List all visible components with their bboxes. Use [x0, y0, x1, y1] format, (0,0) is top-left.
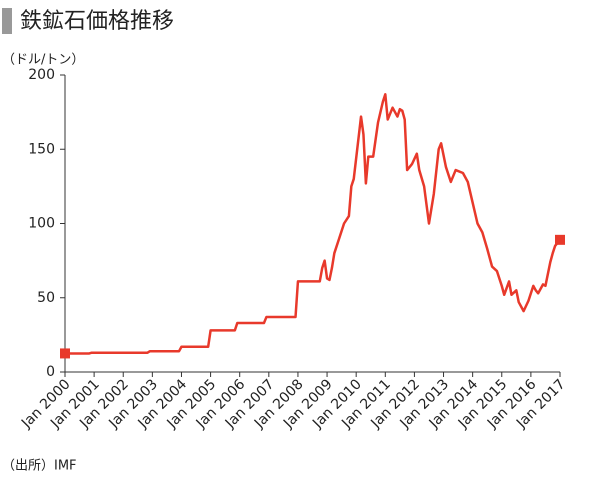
- y-tick-label: 100: [28, 216, 55, 232]
- y-tick-label: 0: [46, 364, 55, 380]
- title-bar: [2, 8, 12, 34]
- end-marker: [60, 348, 70, 359]
- y-unit: （ドル/トン）: [2, 53, 84, 68]
- chart-title: 鉄鉱石価格推移: [20, 9, 174, 34]
- y-tick-label: 150: [28, 141, 55, 157]
- y-tick-label: 50: [37, 290, 55, 306]
- line: [65, 93, 561, 355]
- end-marker: [555, 234, 565, 245]
- y-tick-label: 200: [28, 67, 55, 83]
- source: （出所）IMF: [2, 459, 77, 474]
